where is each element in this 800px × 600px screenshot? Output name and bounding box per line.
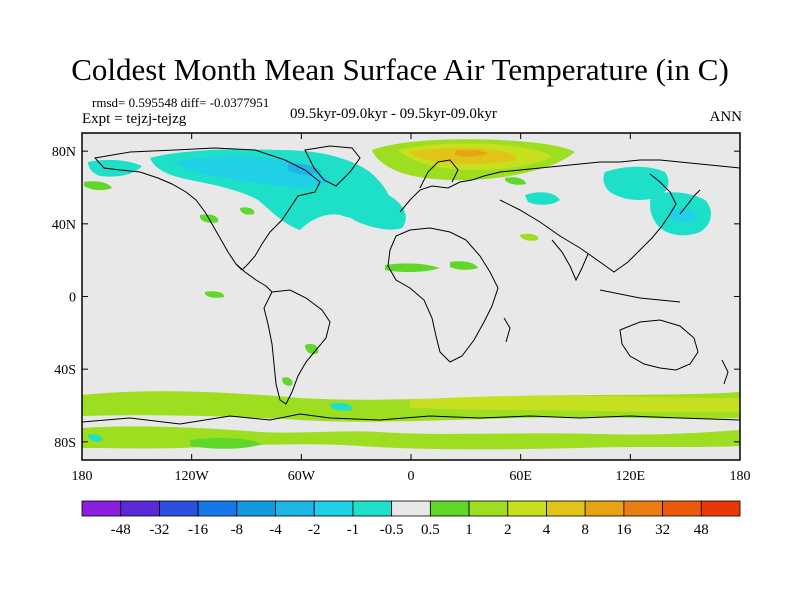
east-asia-cold-region: [603, 166, 669, 200]
colorbar-label: -48: [111, 522, 131, 538]
lon-tick-label: 60E: [509, 469, 532, 484]
lon-tick-label: 0: [408, 469, 415, 484]
colorbar-label: -32: [149, 522, 169, 538]
pacific-colder-spot: [670, 208, 698, 223]
colorbar-label: 32: [655, 522, 670, 538]
central-asia-cold-patch: [525, 192, 560, 205]
colorbar-label: -2: [308, 522, 321, 538]
colorbar-swatch: [313, 500, 354, 517]
sahara-green-patch: [385, 263, 440, 273]
colorbar-swatch: [584, 500, 625, 517]
europe-coastline: [399, 159, 740, 213]
india-coastline: [551, 239, 589, 282]
colorbar-swatch: [236, 500, 276, 517]
lon-tick-label: 180: [730, 469, 751, 484]
lat-tick-label: 40S: [54, 363, 76, 378]
colorbar-label: 4: [543, 522, 551, 538]
lon-tick-label: 60W: [288, 469, 316, 484]
lon-tick-label: 120W: [175, 469, 210, 484]
colorbar-label: 2: [504, 522, 512, 538]
colorbar-swatch: [623, 500, 663, 517]
chart-title: Coldest Month Mean Surface Air Temperatu…: [71, 52, 729, 87]
colorbar-label: 1: [465, 522, 473, 538]
indonesia-coastline: [599, 289, 681, 303]
patagonia-green-patch: [282, 377, 293, 386]
season-label: ANN: [709, 109, 743, 125]
colorbar-label: -16: [188, 522, 208, 538]
madagascar-coastline: [503, 317, 511, 343]
colorbar-swatch: [546, 500, 586, 517]
scandinavia-coastline: [419, 159, 459, 189]
colorbar-label: -0.5: [380, 522, 404, 538]
colorbar-swatch: [507, 500, 547, 517]
antarctica-coastline: [82, 413, 740, 425]
arabia-green-patch: [450, 261, 478, 270]
colorbar-label: -1: [347, 522, 360, 538]
asia-coastline: [499, 173, 677, 273]
lat-tick-label: 80S: [54, 436, 76, 451]
period-label: 09.5kyr-09.0kyr - 09.5kyr-09.0kyr: [290, 106, 497, 122]
colorbar-swatch: [159, 500, 199, 517]
anomaly-field: [82, 139, 740, 450]
north-america-coastline: [94, 147, 321, 271]
colorbar-label: -4: [269, 522, 282, 538]
africa-coastline: [387, 227, 499, 363]
colorbar-swatch: [120, 500, 160, 517]
central-america-coastline: [235, 263, 273, 293]
latitude-ticks: 80N 40N 0 40S 80S: [52, 145, 740, 451]
tropical-atlantic-green-patch: [205, 291, 225, 298]
coastlines: [82, 145, 740, 425]
colorbar-swatch: [662, 500, 702, 517]
indian-ocean-green-patch: [520, 233, 539, 241]
lat-tick-label: 0: [69, 291, 76, 306]
greenland-coastline: [304, 145, 361, 187]
colorbar-swatch: [468, 500, 509, 517]
longitude-ticks: 180 120W 60W 0 60E 120E 180: [72, 133, 751, 484]
colorbar-swatch: [391, 500, 431, 517]
east-europe-green-patch: [505, 177, 526, 185]
australia-coastline: [619, 319, 699, 371]
colorbar-swatch: [81, 500, 122, 517]
japan-coastline: [679, 189, 701, 215]
colorbar-swatch: [700, 500, 741, 517]
antarctic-interior-patch: [190, 437, 262, 449]
lat-tick-label: 80N: [52, 145, 76, 160]
south-america-coastline: [263, 289, 331, 405]
stats-line: rmsd= 0.595548 diff= -0.0377951: [92, 95, 270, 110]
colorbar-label: 16: [616, 522, 632, 538]
southern-ocean-green-band: [410, 395, 740, 413]
lon-tick-label: 120E: [616, 469, 646, 484]
colorbar-swatch: [275, 500, 315, 517]
alaska-green-patch: [84, 181, 112, 191]
north-atlantic-cold-band: [330, 187, 406, 230]
colorbar-label: -8: [231, 522, 244, 538]
colorbar-label: 8: [581, 522, 589, 538]
colorbar-label: 48: [694, 522, 709, 538]
colorbar-labels: -48 -32 -16 -8 -4 -2 -1 -0.5 0.5 1 2 4 8 16 32 48: [111, 522, 709, 538]
lat-tick-label: 40N: [52, 218, 76, 233]
new-zealand-coastline: [721, 359, 729, 385]
hudson-green-patch: [240, 207, 255, 215]
alaska-cold-region: [88, 159, 142, 177]
south-pacific-cold-patch: [330, 402, 353, 411]
colorbar-label: 0.5: [421, 522, 440, 538]
colorbar-swatch: [429, 500, 470, 517]
colorbar-swatch: [352, 500, 393, 517]
experiment-label: Expt = tejzj-tejzg: [82, 111, 187, 127]
colorbar-swatch: [197, 500, 238, 517]
lon-tick-label: 180: [72, 469, 93, 484]
colorbar: [81, 500, 741, 517]
siberia-hot-spot: [455, 149, 488, 157]
antarctic-cold-patch: [88, 434, 103, 442]
